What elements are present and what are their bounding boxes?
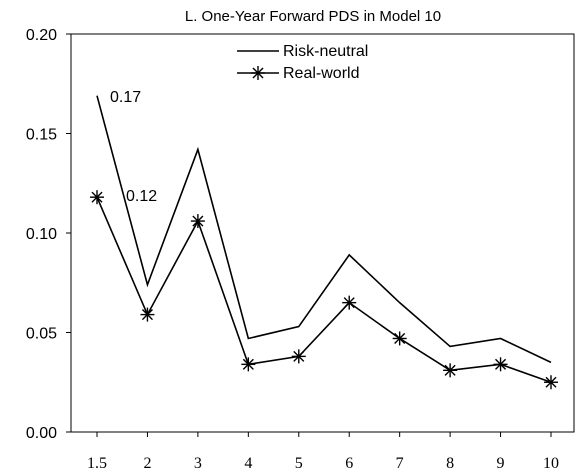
data-point-real-world bbox=[291, 349, 306, 364]
x-tick-label: 6 bbox=[345, 455, 353, 472]
data-point-real-world bbox=[90, 190, 104, 205]
plot-area bbox=[70, 33, 575, 433]
annotation-risk-neutral-first: 0.17 bbox=[110, 89, 141, 106]
data-point-real-world bbox=[140, 307, 155, 322]
chart-title: L. One-Year Forward PDS in Model 10 bbox=[185, 8, 441, 25]
x-tick-label: 1.5 bbox=[87, 455, 107, 472]
x-tick-label: 9 bbox=[497, 455, 505, 472]
y-tick-label: 0.00 bbox=[26, 425, 57, 442]
annotation-real-world-first: 0.12 bbox=[126, 188, 157, 205]
data-point-real-world bbox=[241, 357, 256, 372]
x-tick-label: 4 bbox=[244, 455, 252, 472]
data-point-real-world bbox=[190, 214, 205, 229]
legend-asterisk-icon bbox=[251, 66, 265, 80]
legend-label-real-world: Real-world bbox=[283, 65, 359, 82]
x-tick-label: 2 bbox=[143, 455, 151, 472]
legend-label-risk-neutral: Risk-neutral bbox=[283, 43, 368, 60]
x-tick-label: 5 bbox=[295, 455, 303, 472]
x-axis: 1.5 2 3 4 5 6 7 8 9 10 bbox=[87, 432, 559, 472]
data-point-real-world bbox=[392, 331, 407, 346]
x-tick-label: 7 bbox=[396, 455, 404, 472]
y-tick-label: 0.05 bbox=[26, 326, 57, 343]
legend-marker-real-world bbox=[251, 66, 265, 80]
data-point-real-world bbox=[443, 363, 458, 378]
series-layer bbox=[90, 95, 558, 390]
data-point-real-world bbox=[544, 375, 558, 390]
y-tick-label: 0.10 bbox=[26, 226, 57, 243]
x-tick-label: 8 bbox=[446, 455, 454, 472]
data-point-real-world bbox=[342, 295, 357, 310]
legend: Risk-neutral Real-world bbox=[237, 43, 368, 82]
y-tick-label: 0.20 bbox=[26, 27, 57, 44]
series-line-risk-neutral bbox=[96, 95, 552, 364]
x-tick-label: 3 bbox=[194, 455, 202, 472]
y-axis: 0.00 0.05 0.10 0.15 0.20 bbox=[26, 27, 71, 442]
x-tick-label: 10 bbox=[543, 455, 559, 472]
data-point-real-world bbox=[493, 357, 508, 372]
y-tick-label: 0.15 bbox=[26, 127, 57, 144]
series-line-real-world bbox=[96, 196, 552, 384]
